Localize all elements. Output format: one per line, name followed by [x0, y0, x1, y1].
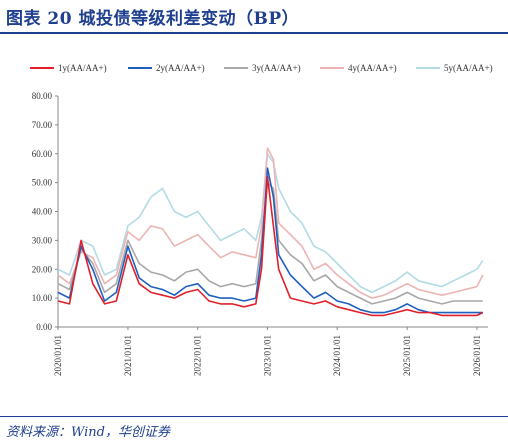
legend-label: 1y(AA/AA+) [58, 63, 107, 73]
y-tick-label: 70.00 [32, 120, 53, 130]
series-line-2 [57, 167, 483, 314]
x-tick-label: 2020/01/01 [53, 335, 63, 376]
legend-label: 3y(AA/AA+) [252, 63, 301, 73]
chart-title: 图表 20 城投债等级利差变动（BP） [6, 9, 300, 29]
y-tick-label: 10.00 [32, 293, 53, 303]
x-tick-label: 2026/01/01 [472, 335, 482, 376]
source-rule [0, 416, 508, 417]
y-tick-label: 30.00 [32, 235, 53, 245]
x-tick-label: 2021/01/01 [123, 335, 133, 376]
y-tick-label: 80.00 [32, 91, 53, 101]
spread-line-chart: 1y(AA/AA+) 2y(AA/AA+) 3y(AA/AA+) 4y(AA/AA+)… [30, 63, 493, 376]
x-ticks: 2020/01/01 2021/01/01 2022/01/01 2023/01/01… [53, 327, 482, 376]
y-tick-label: 0.00 [36, 322, 52, 332]
axes [57, 96, 488, 328]
series-lines [57, 147, 484, 317]
legend: 1y(AA/AA+) 2y(AA/AA+) 3y(AA/AA+) 4y(AA/AA+)… [30, 63, 493, 73]
y-tick-label: 60.00 [32, 149, 53, 159]
y-tick-label: 40.00 [32, 207, 53, 217]
x-tick-label: 2024/01/01 [332, 335, 342, 376]
title-underline [0, 32, 508, 34]
source-note: 资料来源：Wind，华创证券 [6, 425, 170, 440]
legend-label: 4y(AA/AA+) [348, 63, 397, 73]
y-tick-label: 50.00 [32, 178, 53, 188]
series-line-1 [57, 176, 484, 317]
legend-label: 5y(AA/AA+) [444, 63, 493, 73]
series-line-5 [57, 153, 484, 294]
x-tick-label: 2022/01/01 [193, 335, 203, 376]
y-ticks: 0.00 10.00 20.00 30.00 40.00 50.00 60.00 70.00 8… [32, 91, 58, 332]
y-tick-label: 20.00 [32, 264, 53, 274]
legend-label: 2y(AA/AA+) [156, 63, 205, 73]
x-tick-label: 2025/01/01 [402, 335, 412, 376]
series-line-4 [57, 147, 484, 299]
x-tick-label: 2023/01/01 [262, 335, 272, 376]
